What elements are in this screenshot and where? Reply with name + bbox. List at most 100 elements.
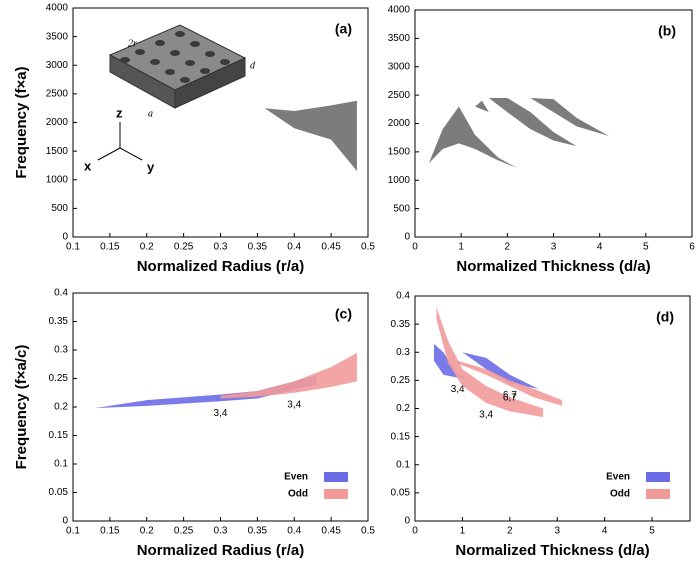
x-tick-label: 0.5 [361,242,375,253]
y-tick-label: 1500 [388,147,411,158]
legend-swatch [646,489,670,499]
y-tick-label: 0.15 [49,430,69,441]
axes-arrows [97,122,143,161]
x-tick-label: 0.2 [140,526,154,537]
band [530,97,609,136]
x-axis-label: Normalized Radius (r/a) [137,542,305,559]
y-tick-label: 0.35 [391,319,411,330]
x-tick-label: 0.45 [321,242,341,253]
x-tick-label: 3 [551,242,557,253]
inset-label: d [250,60,256,71]
y-tick-label: 0 [404,516,410,527]
band [220,352,357,399]
legend-label: Even [284,472,308,483]
x-tick-label: 1 [458,242,464,253]
axis-letter: x [84,158,92,173]
x-tick-label: 0.2 [140,242,154,253]
x-axis-label: Normalized Thickness (d/a) [456,258,650,275]
y-axis-label: Frequency (f×a/c) [13,345,30,470]
y-tick-label: 0.1 [54,459,68,470]
y-tick-label: 0 [62,516,68,527]
y-tick-label: 3000 [46,60,69,71]
y-tick-label: 0.4 [54,288,68,299]
legend-swatch [324,489,348,499]
y-tick-label: 500 [393,203,410,214]
x-tick-label: 1 [460,526,466,537]
band-label: 3,4 [214,408,228,419]
x-tick-label: 3 [554,526,560,537]
x-tick-label: 0.1 [66,242,80,253]
y-tick-label: 2000 [388,118,411,129]
inset-diagram: 2r d a z x y [84,24,256,174]
x-axis-label: Normalized Thickness (d/a) [455,542,649,559]
x-tick-label: 0.4 [287,242,301,253]
x-tick-label: 4 [597,242,603,253]
x-tick-label: 6 [689,242,695,253]
band [462,352,539,389]
x-tick-label: 0.35 [248,242,268,253]
legend-swatch [646,472,670,482]
y-tick-label: 0.3 [396,347,410,358]
y-tick-label: 1000 [46,174,69,185]
holes [120,31,230,83]
x-tick-label: 2 [507,526,513,537]
y-tick-label: 4000 [46,3,69,14]
x-tick-label: 5 [643,242,649,253]
x-axis-label: Normalized Radius (r/a) [137,258,305,275]
band [264,100,357,172]
band [475,100,489,113]
band-label: 6,7 [503,390,517,401]
x-tick-label: 0.3 [214,242,228,253]
band-label: 3,4 [287,399,301,410]
y-tick-label: 1000 [388,175,411,186]
y-tick-label: 0 [404,232,410,243]
y-tick-label: 0.25 [391,375,411,386]
legend-label: Odd [610,489,630,500]
panel-label: (b) [658,23,676,39]
panel-label: (a) [335,21,352,37]
x-tick-label: 5 [649,526,655,537]
y-tick-label: 0.3 [54,345,68,356]
axis-letter: y [147,159,155,174]
band-label: 6,7 [503,393,517,404]
band [488,97,577,147]
slab-front [174,57,246,109]
x-tick-label: 0.25 [174,242,194,253]
x-tick-label: 0.45 [321,526,341,537]
y-tick-label: 2000 [46,117,69,128]
y-tick-label: 1500 [46,146,69,157]
inset-label: a [148,108,153,119]
legend-label: Odd [288,489,308,500]
y-tick-label: 3500 [46,31,69,42]
y-tick-label: 0.2 [396,403,410,414]
panel-label: (c) [335,306,352,322]
y-tick-label: 500 [51,203,68,214]
legend-swatch [324,472,348,482]
x-tick-label: 4 [602,526,608,537]
y-tick-label: 0.05 [391,488,411,499]
legend-label: Even [606,472,630,483]
x-tick-label: 0.35 [248,526,268,537]
y-tick-label: 0.2 [54,402,68,413]
x-tick-label: 0.4 [287,526,301,537]
band [428,106,517,168]
y-tick-label: 4000 [388,5,411,16]
plot-frame [414,295,691,522]
axis-letter: z [116,105,123,120]
y-tick-label: 3000 [388,61,411,72]
y-axis-label: Frequency (f×a) [13,66,30,178]
x-tick-label: 0.5 [361,526,375,537]
x-tick-label: 0.1 [66,526,80,537]
panel-label: (d) [656,309,674,325]
y-tick-label: 3500 [388,33,411,44]
band-label: 3,4 [451,384,465,395]
x-tick-label: 0 [412,526,418,537]
x-tick-label: 0.25 [174,526,194,537]
y-tick-label: 0.15 [391,431,411,442]
x-tick-label: 2 [505,242,511,253]
x-tick-label: 0 [412,242,418,253]
y-tick-label: 0.35 [49,316,69,327]
y-tick-label: 0.1 [396,459,410,470]
y-tick-label: 0.05 [49,487,69,498]
